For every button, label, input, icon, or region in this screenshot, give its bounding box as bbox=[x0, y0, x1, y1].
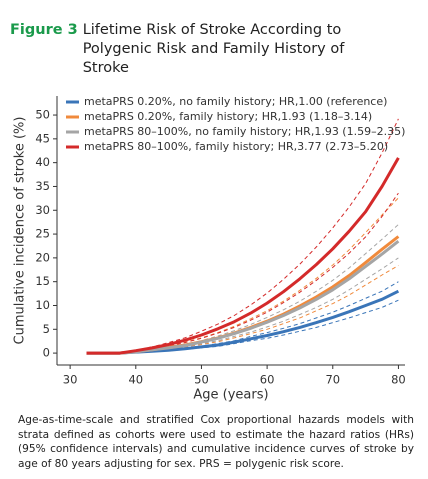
x-axis-label: Age (years) bbox=[193, 388, 268, 403]
y-tick-label: 35 bbox=[35, 179, 50, 193]
figure-caption: Age-as-time-scale and stratified Cox pro… bbox=[18, 414, 414, 470]
y-tick-label: 25 bbox=[35, 227, 50, 241]
legend-label: metaPRS 80–100%, no family history; HR,1… bbox=[84, 125, 405, 138]
figure-header: Figure 3 Lifetime Risk of Stroke Accordi… bbox=[10, 21, 363, 78]
legend-label: metaPRS 80–100%, family history; HR,3.77… bbox=[84, 140, 388, 153]
legend-label: metaPRS 0.20%, no family history; HR,1.0… bbox=[84, 95, 387, 108]
y-tick-label: 5 bbox=[43, 322, 50, 336]
y-tick-label: 30 bbox=[35, 203, 50, 217]
figure-title: Lifetime Risk of Stroke According to Pol… bbox=[82, 22, 345, 76]
series-line bbox=[86, 289, 400, 355]
y-tick-label: 10 bbox=[35, 298, 50, 312]
y-axis-label: Cumulative incidence of stroke (%) bbox=[13, 117, 28, 345]
figure-label: Figure 3 bbox=[10, 22, 78, 38]
x-tick-label: 70 bbox=[325, 373, 340, 387]
chart: 0 5 10 15 20 25 30 35 40 45 50 30 40 50 60 70 80 Age (yea… bbox=[13, 95, 406, 403]
y-tick-label: 20 bbox=[35, 250, 50, 264]
x-tick-label: 60 bbox=[260, 373, 275, 387]
x-tick-label: 40 bbox=[128, 373, 143, 387]
y-tick-label: 15 bbox=[35, 274, 50, 288]
y-tick-label: 50 bbox=[35, 108, 50, 122]
x-tick-label: 30 bbox=[63, 373, 78, 387]
x-tick-label: 50 bbox=[194, 373, 209, 387]
legend-label: metaPRS 0.20%, family history; HR,1.93 (… bbox=[84, 110, 372, 123]
y-tick-label: 40 bbox=[35, 155, 50, 169]
y-tick-label: 45 bbox=[35, 131, 50, 145]
ci-line bbox=[86, 299, 399, 354]
y-tick-label: 0 bbox=[43, 346, 50, 360]
series-line bbox=[86, 157, 400, 355]
series-line bbox=[86, 240, 400, 355]
x-tick-label: 80 bbox=[391, 373, 406, 387]
